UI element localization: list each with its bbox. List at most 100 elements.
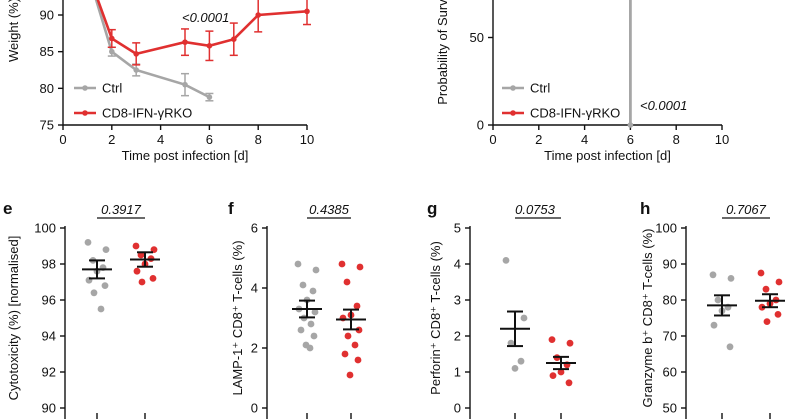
data-point [727,275,735,282]
legend-label: CD8-IFN-γRKO [102,106,192,121]
y-tick-label: 85 [40,44,54,59]
data-point [310,332,318,340]
data-point [507,339,515,347]
data-point [353,302,361,310]
y-tick-label: 60 [663,365,677,380]
data-point [548,336,556,343]
data-point [627,122,634,128]
data-point [763,318,771,325]
data-point [511,365,519,372]
y-tick-label: 94 [42,329,56,344]
data-point [297,326,305,334]
y-tick-label: 50 [470,30,484,45]
data-point [182,39,188,45]
p-value: 0.4385 [309,202,350,217]
data-point [726,343,734,351]
series-line [96,0,308,56]
data-point [299,281,307,289]
y-tick-label: 90 [663,257,677,272]
data-point [255,12,261,18]
data-point [97,305,105,313]
data-point [101,282,109,289]
data-point [309,287,317,295]
data-point [520,314,528,322]
dot-plot-e: e 90 92 94 96 98 100 Cytotoxicity (%) [normalis… [3,199,160,419]
y-tick-label: 100 [34,221,56,236]
y-tick-label: 92 [42,365,56,380]
data-point [133,67,139,73]
x-tick-label: 6 [627,132,634,147]
data-point [102,246,110,254]
y-tick-label: 80 [40,81,54,96]
data-point [306,344,314,352]
dot-plot-f: f 0 2 4 6 LAMP-1⁺ CD8⁺ T-cells (%) 0.4385 [228,199,366,419]
legend-label: CD8-IFN-γRKO [530,106,620,121]
y-tick-label: 1 [454,365,461,380]
p-value-annotation: <0.0001 [182,10,229,25]
data-point [709,271,717,279]
y-tick-label: 6 [251,221,258,236]
panel-letter: h [640,199,650,218]
data-point [294,260,302,268]
data-point [762,285,770,293]
weight-chart: 75 80 85 90 0 2 4 6 8 10 Time post infection [d] We… [6,0,314,163]
y-tick-label: 80 [663,293,677,308]
y-tick-label: 90 [40,8,54,23]
p-value: 0.3917 [101,202,142,217]
data-point [311,308,319,316]
data-point [304,8,310,15]
p-value-annotation: <0.0001 [640,98,687,113]
legend-marker [510,85,516,91]
data-point [132,242,140,250]
data-point [138,278,146,286]
x-tick-label: 0 [489,132,496,147]
y-tick-label: 70 [663,329,677,344]
panel-letter: f [228,199,234,218]
data-point [356,263,364,271]
survival-chart: 0 50 0 2 4 6 8 10 Time post infection [d] Probabi… [435,0,729,163]
y-tick-label: 2 [454,329,461,344]
x-tick-label: 2 [535,132,542,147]
data-point [84,239,92,246]
data-point [565,379,573,387]
data-point [206,43,213,49]
y-axis-label: Weight (%) [6,0,21,62]
data-point [90,289,98,297]
data-point [231,36,237,42]
data-point [549,372,557,379]
legend-marker [82,85,88,91]
data-point [206,94,213,100]
y-tick-label: 3 [454,293,461,308]
data-point [341,350,349,358]
y-tick-label: 96 [42,293,56,308]
y-tick-label: 50 [663,401,677,416]
x-axis-label: Time post infection [d] [544,148,671,163]
data-point [774,311,782,318]
legend-marker [510,110,516,116]
y-tick-label: 0 [477,118,484,133]
y-tick-label: 4 [454,257,461,272]
y-tick-label: 5 [454,221,461,236]
data-point [346,371,354,379]
x-tick-label: 8 [255,132,262,147]
data-point [133,51,139,57]
data-point [351,341,359,349]
data-point [710,321,718,329]
y-tick-label: 100 [655,221,677,236]
x-tick-label: 0 [59,132,66,147]
data-point [133,267,141,275]
data-point [109,35,115,42]
y-axis-label: Probability of Surv [435,0,450,105]
data-point [775,278,783,286]
y-tick-label: 4 [251,281,258,296]
data-point [566,339,574,347]
data-point [517,357,525,365]
y-axis-label: LAMP-1⁺ CD8⁺ T-cells (%) [230,240,245,395]
x-tick-label: 10 [300,132,314,147]
legend-label: Ctrl [102,81,122,96]
y-tick-label: 75 [40,118,54,133]
y-tick-label: 0 [454,401,461,416]
data-point [149,275,157,282]
panel-letter: g [427,199,437,218]
